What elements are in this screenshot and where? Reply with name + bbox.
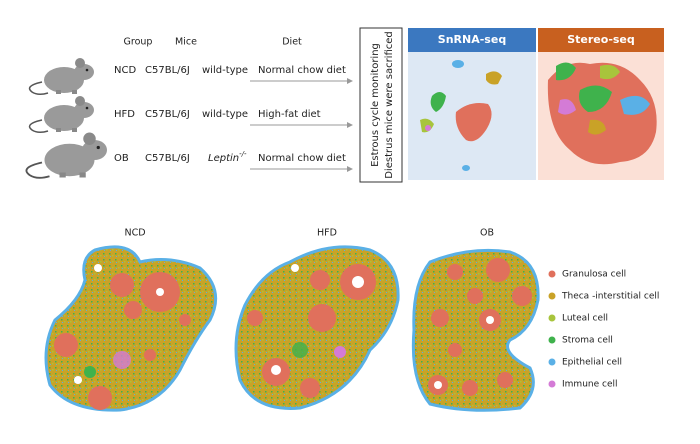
header: Group	[124, 37, 153, 48]
legend-label: Epithelial cell	[562, 358, 622, 368]
mouse-icon	[28, 57, 95, 96]
legend-swatch	[548, 336, 556, 344]
diet: High-fat diet	[258, 109, 321, 120]
procedure-box	[359, 27, 403, 183]
legend-swatch	[548, 358, 556, 366]
genotype: wild-type	[202, 109, 248, 120]
mouse-icon	[25, 131, 108, 179]
panel-title: SnRNA-seq	[438, 33, 506, 46]
panel-title: Stereo-seq	[567, 33, 635, 46]
genotype: Leptin	[208, 153, 239, 164]
strain: C57BL/6J	[145, 109, 190, 120]
tissue-section	[44, 245, 218, 412]
genotype: wild-type	[202, 65, 248, 76]
genotype: Leptin-/-	[208, 150, 247, 164]
group: NCD	[114, 65, 136, 76]
strain: C57BL/6J	[145, 65, 190, 76]
diet: Normal chow diet	[258, 65, 346, 76]
legend-label: Stroma cell	[562, 336, 613, 346]
header: Diet	[282, 37, 302, 48]
umap	[420, 60, 657, 171]
group: OB	[114, 153, 129, 164]
legend-label: Theca -interstitial cell	[561, 292, 659, 302]
legend-label: Luteal cell	[562, 314, 608, 324]
strain: C57BL/6J	[145, 153, 190, 164]
section-title: OB	[480, 228, 494, 239]
legend-label: Immune cell	[562, 380, 617, 390]
tissue-section	[234, 245, 400, 410]
header: Mice	[175, 37, 197, 48]
legend-swatch	[548, 292, 556, 300]
group: HFD	[114, 109, 135, 120]
legend-swatch	[548, 270, 556, 278]
tissue-section	[411, 248, 540, 412]
legend-swatch	[548, 314, 556, 322]
diet: Normal chow diet	[258, 153, 346, 164]
panel-header	[538, 28, 664, 52]
procedure: Estrous cycle monitoring	[370, 43, 381, 167]
genotype-sup: -/-	[239, 150, 247, 158]
legend-swatch	[548, 380, 556, 388]
legend: Granulosa cell Theca -interstitial cell Lu…	[548, 270, 659, 390]
legend-label: Granulosa cell	[562, 270, 626, 280]
procedure: Diestrus mice were sacrificed	[384, 31, 395, 179]
section-title: NCD	[124, 228, 145, 239]
section-title: HFD	[317, 228, 337, 239]
panel-header	[408, 28, 536, 52]
mouse-icon	[28, 95, 95, 134]
